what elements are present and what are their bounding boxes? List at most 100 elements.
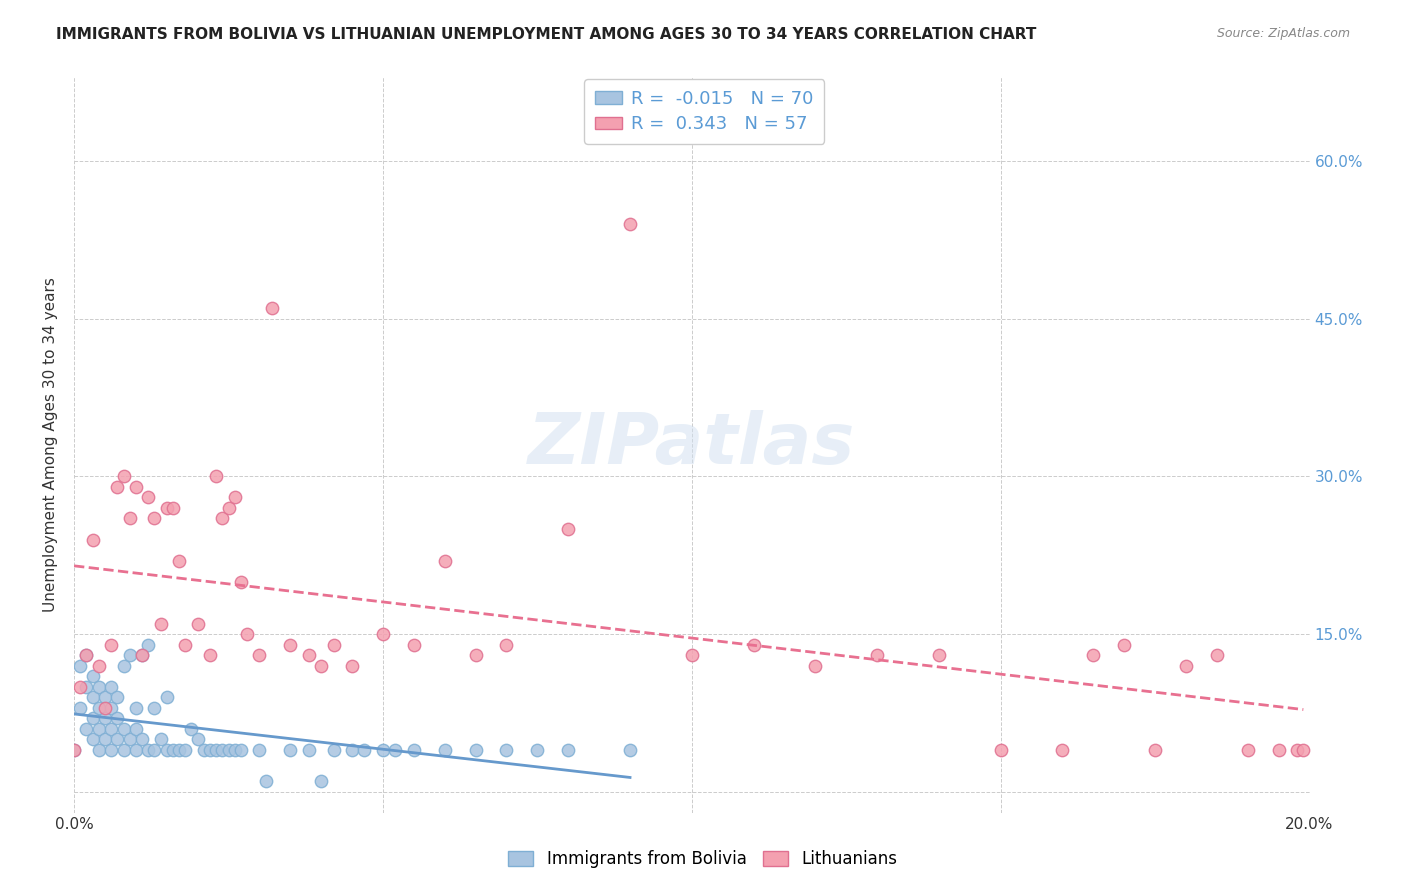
- Point: [278, 638, 301, 652]
- Point: [309, 658, 332, 673]
- Point: [125, 700, 148, 714]
- Point: [198, 742, 221, 756]
- Point: [143, 742, 166, 756]
- Point: [928, 648, 950, 662]
- Legend: R =  -0.015   N = 70, R =  0.343   N = 57: R = -0.015 N = 70, R = 0.343 N = 57: [583, 79, 824, 144]
- Point: [229, 742, 252, 756]
- Point: [118, 648, 141, 662]
- Point: [1175, 658, 1198, 673]
- Point: [619, 742, 641, 756]
- Point: [1236, 742, 1258, 756]
- Point: [211, 742, 233, 756]
- Point: [1052, 742, 1074, 756]
- Point: [247, 648, 270, 662]
- Point: [298, 648, 321, 662]
- Point: [87, 658, 110, 673]
- Point: [82, 533, 104, 547]
- Point: [464, 742, 486, 756]
- Point: [112, 722, 135, 736]
- Point: [136, 638, 159, 652]
- Point: [205, 742, 228, 756]
- Point: [1292, 742, 1315, 756]
- Point: [402, 742, 425, 756]
- Point: [82, 669, 104, 683]
- Point: [136, 491, 159, 505]
- Point: [94, 711, 117, 725]
- Point: [82, 711, 104, 725]
- Point: [1267, 742, 1289, 756]
- Point: [464, 648, 486, 662]
- Point: [187, 616, 209, 631]
- Point: [69, 658, 91, 673]
- Point: [495, 638, 517, 652]
- Point: [94, 732, 117, 747]
- Point: [218, 501, 240, 516]
- Point: [87, 722, 110, 736]
- Point: [75, 648, 97, 662]
- Point: [87, 680, 110, 694]
- Point: [1083, 648, 1105, 662]
- Point: [87, 700, 110, 714]
- Point: [87, 742, 110, 756]
- Point: [180, 722, 202, 736]
- Point: [125, 722, 148, 736]
- Point: [322, 638, 344, 652]
- Point: [149, 732, 172, 747]
- Point: [990, 742, 1012, 756]
- Point: [309, 774, 332, 789]
- Legend: Immigrants from Bolivia, Lithuanians: Immigrants from Bolivia, Lithuanians: [502, 844, 904, 875]
- Point: [100, 638, 122, 652]
- Point: [218, 742, 240, 756]
- Point: [224, 491, 246, 505]
- Point: [63, 742, 86, 756]
- Point: [174, 638, 197, 652]
- Point: [371, 742, 394, 756]
- Point: [131, 732, 153, 747]
- Point: [353, 742, 375, 756]
- Point: [156, 501, 179, 516]
- Point: [131, 648, 153, 662]
- Point: [187, 732, 209, 747]
- Point: [193, 742, 215, 756]
- Point: [557, 742, 579, 756]
- Point: [105, 732, 128, 747]
- Point: [75, 680, 97, 694]
- Point: [236, 627, 259, 641]
- Text: IMMIGRANTS FROM BOLIVIA VS LITHUANIAN UNEMPLOYMENT AMONG AGES 30 TO 34 YEARS COR: IMMIGRANTS FROM BOLIVIA VS LITHUANIAN UN…: [56, 27, 1036, 42]
- Point: [681, 648, 703, 662]
- Point: [75, 648, 97, 662]
- Point: [198, 648, 221, 662]
- Point: [143, 700, 166, 714]
- Y-axis label: Unemployment Among Ages 30 to 34 years: Unemployment Among Ages 30 to 34 years: [44, 277, 58, 613]
- Point: [495, 742, 517, 756]
- Point: [100, 742, 122, 756]
- Point: [211, 511, 233, 525]
- Point: [82, 732, 104, 747]
- Point: [866, 648, 889, 662]
- Point: [742, 638, 765, 652]
- Point: [205, 469, 228, 483]
- Point: [174, 742, 197, 756]
- Point: [229, 574, 252, 589]
- Point: [254, 774, 277, 789]
- Point: [162, 742, 184, 756]
- Point: [63, 742, 86, 756]
- Point: [224, 742, 246, 756]
- Point: [402, 638, 425, 652]
- Point: [125, 742, 148, 756]
- Point: [278, 742, 301, 756]
- Point: [340, 658, 363, 673]
- Text: Source: ZipAtlas.com: Source: ZipAtlas.com: [1216, 27, 1350, 40]
- Point: [100, 722, 122, 736]
- Point: [75, 722, 97, 736]
- Point: [1205, 648, 1227, 662]
- Point: [260, 301, 283, 316]
- Point: [322, 742, 344, 756]
- Point: [112, 742, 135, 756]
- Point: [112, 469, 135, 483]
- Point: [94, 690, 117, 704]
- Point: [804, 658, 827, 673]
- Point: [298, 742, 321, 756]
- Point: [557, 522, 579, 536]
- Text: ZIPatlas: ZIPatlas: [529, 410, 855, 480]
